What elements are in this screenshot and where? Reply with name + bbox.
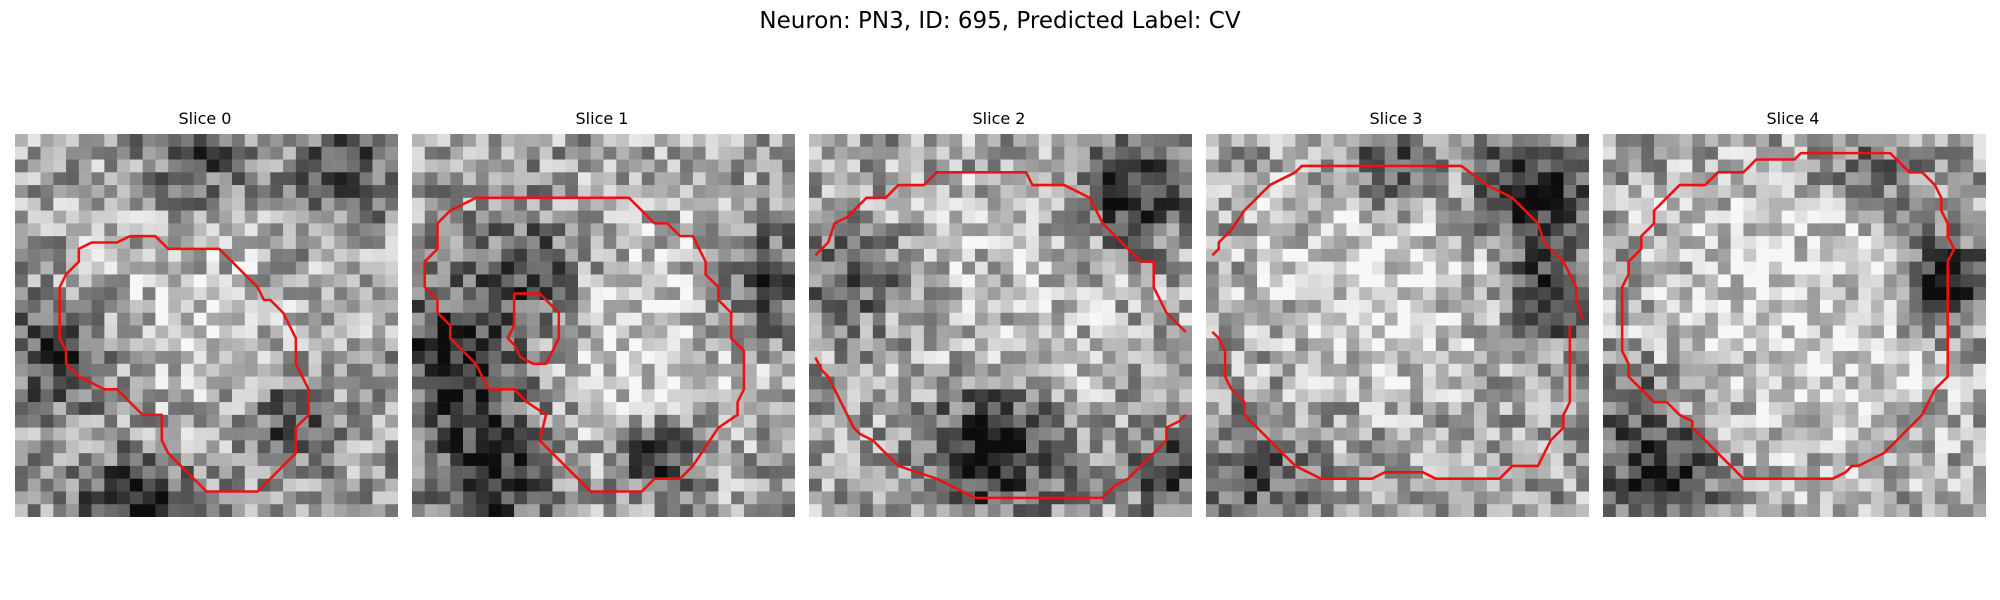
slice-2-svg — [809, 134, 1192, 517]
slice-2-title: Slice 2 — [972, 109, 1026, 128]
slice-0-title: Slice 0 — [178, 109, 232, 128]
slice-1-image — [412, 134, 795, 517]
segmentation-contour — [1211, 325, 1572, 480]
slice-4-svg — [1603, 134, 1986, 517]
pixel-grid — [412, 134, 795, 517]
pixel-grid — [1603, 134, 1986, 517]
slice-2-image — [809, 134, 1192, 517]
pixel-grid — [15, 134, 398, 517]
segmentation-contour — [1620, 151, 1956, 480]
slice-0-image — [15, 134, 398, 517]
slice-1-title: Slice 1 — [575, 109, 629, 128]
segmentation-contour — [814, 356, 1187, 500]
slice-3-image — [1206, 134, 1589, 517]
segmentation-contour — [58, 234, 310, 493]
slice-0-svg — [15, 134, 398, 517]
segmentation-contour — [423, 196, 746, 493]
segmentation-contour — [814, 171, 1187, 333]
slice-1-svg — [412, 134, 795, 517]
segmentation-contour — [506, 292, 561, 366]
pixel-grid — [809, 134, 1192, 517]
slice-3-svg — [1206, 134, 1589, 517]
slice-4-image — [1603, 134, 1986, 517]
segmentation-contour — [1211, 164, 1584, 320]
slice-4-title: Slice 4 — [1766, 109, 1820, 128]
figure-title: Neuron: PN3, ID: 695, Predicted Label: C… — [759, 8, 1241, 34]
slice-3-title: Slice 3 — [1369, 109, 1423, 128]
